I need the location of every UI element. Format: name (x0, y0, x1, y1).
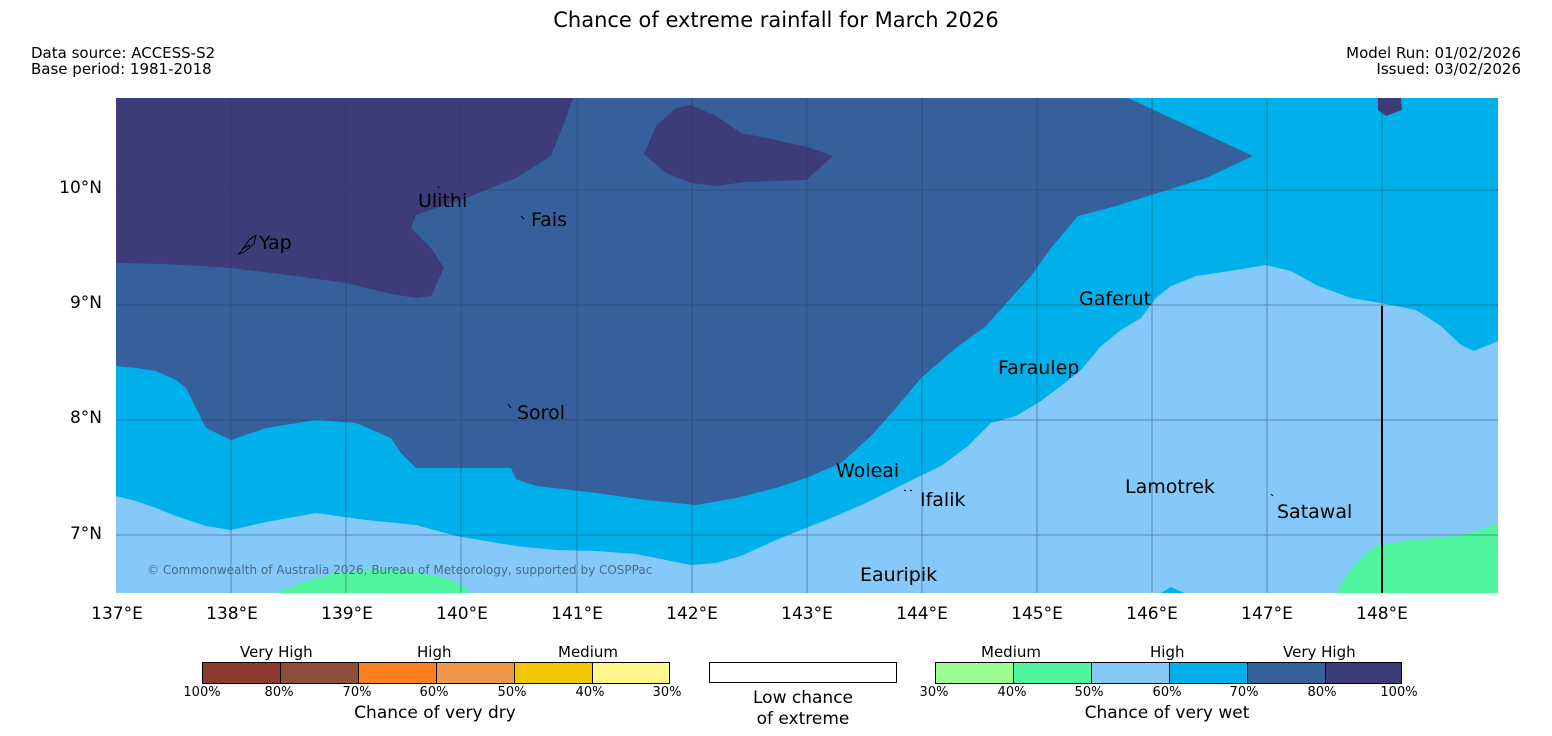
zone-40-50-south (276, 569, 471, 593)
dry-legend-title: Chance of very dry (354, 703, 516, 723)
dry-swatch (203, 663, 281, 683)
issued-date: Issued: 03/02/2026 (1376, 60, 1521, 78)
lat-label: 7°N (69, 524, 102, 544)
wet-category-very-high: Very High (1283, 643, 1356, 661)
lon-label: 146°E (1126, 604, 1178, 624)
island-markers (237, 185, 1274, 497)
dry-tick: 50% (497, 685, 527, 700)
wet-tick: 60% (1152, 685, 1182, 700)
lon-label: 140°E (436, 604, 488, 624)
place-label-ifalik[interactable]: Ifalik (920, 489, 966, 511)
wet-swatch (1014, 663, 1092, 683)
dry-swatch (359, 663, 437, 683)
zone-40-50-east (1336, 523, 1498, 593)
wet-tick: 70% (1229, 685, 1259, 700)
meta-right: Model Run: 01/02/2026 Issued: 03/02/2026 (1346, 45, 1521, 77)
meta-left: Data source: ACCESS-S2 Base period: 1981… (31, 45, 215, 77)
zone-50-60 (116, 265, 1498, 593)
lat-label: 8°N (69, 408, 102, 428)
dry-category-medium: Medium (558, 643, 618, 661)
place-label-yap[interactable]: Yap (259, 232, 292, 254)
place-label-sorol[interactable]: Sorol (517, 402, 565, 424)
grid-lines (116, 98, 1498, 593)
dry-tick: 80% (264, 685, 294, 700)
lon-label: 144°E (896, 604, 948, 624)
zone-80-100-corner (1378, 98, 1402, 116)
zone-80-100-north (644, 105, 833, 186)
dry-tick: 30% (652, 685, 682, 700)
lon-label: 142°E (666, 604, 718, 624)
wet-tick: 80% (1307, 685, 1337, 700)
dry-colorbar (202, 662, 670, 684)
dry-category-high: High (417, 643, 452, 661)
wet-swatch (1248, 663, 1326, 683)
lon-label: 139°E (321, 604, 373, 624)
wet-swatch (1092, 663, 1170, 683)
wet-swatch (1326, 663, 1401, 683)
place-label-woleai[interactable]: Woleai (836, 460, 900, 482)
neutral-label-line1: Low chance (753, 688, 853, 708)
dry-swatch (281, 663, 359, 683)
wet-colorbar (935, 662, 1402, 684)
lon-label: 141°E (551, 604, 603, 624)
wet-swatch (1170, 663, 1248, 683)
dry-swatch (515, 663, 593, 683)
wet-legend-title: Chance of very wet (1084, 703, 1250, 723)
neutral-legend-label: Low chance of extreme (709, 688, 897, 730)
rainfall-map[interactable] (116, 98, 1498, 593)
lon-label: 143°E (781, 604, 833, 624)
lon-label: 145°E (1011, 604, 1063, 624)
lon-label: 137°E (91, 604, 143, 624)
copyright-notice: © Commonwealth of Australia 2026, Bureau… (147, 563, 653, 577)
wet-swatch (936, 663, 1014, 683)
place-label-gaferut[interactable]: Gaferut (1079, 288, 1152, 310)
dry-tick: 40% (575, 685, 605, 700)
dry-tick: 60% (419, 685, 449, 700)
dry-tick: 70% (342, 685, 372, 700)
data-source: Data source: ACCESS-S2 (31, 44, 216, 62)
lat-label: 10°N (59, 178, 102, 198)
wet-category-medium: Medium (981, 643, 1041, 661)
base-period: Base period: 1981-2018 (31, 60, 212, 78)
place-label-lamotrek[interactable]: Lamotrek (1125, 476, 1215, 498)
place-label-ulithi[interactable]: Ulithi (418, 190, 468, 212)
lat-label: 9°N (69, 293, 102, 313)
wet-tick: 50% (1074, 685, 1104, 700)
wet-tick: 100% (1380, 685, 1418, 700)
place-label-eauripik[interactable]: Eauripik (860, 564, 938, 586)
neutral-label-line2: of extreme (756, 709, 850, 729)
dry-swatch (593, 663, 669, 683)
lon-label: 148°E (1356, 604, 1408, 624)
lon-label: 147°E (1241, 604, 1293, 624)
wet-category-high: High (1150, 643, 1185, 661)
wet-tick: 30% (919, 685, 949, 700)
wet-tick: 40% (997, 685, 1027, 700)
zone-80-100-west (116, 98, 573, 298)
zone-60-70-fleck (1161, 587, 1184, 593)
neutral-swatch (709, 662, 897, 683)
dry-tick: 100% (183, 685, 221, 700)
place-label-faraulep[interactable]: Faraulep (998, 357, 1080, 379)
model-run: Model Run: 01/02/2026 (1346, 44, 1521, 62)
place-label-satawal[interactable]: Satawal (1277, 501, 1353, 523)
dry-swatch (437, 663, 515, 683)
page-title: Chance of extreme rainfall for March 202… (553, 8, 999, 32)
dry-category-very-high: Very High (240, 643, 313, 661)
lon-label: 138°E (206, 604, 258, 624)
place-label-fais[interactable]: Fais (531, 209, 568, 231)
